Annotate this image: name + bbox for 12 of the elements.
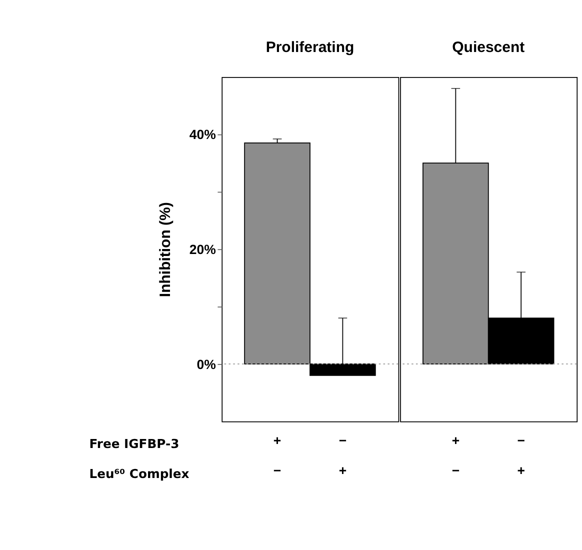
chart-title: Quiescent <box>452 39 525 56</box>
x-tick-label: + − <box>452 432 460 478</box>
chart-title: Proliferating <box>266 39 354 56</box>
y-tick-label: 40% <box>189 127 216 142</box>
x-tick-label: − + <box>517 432 526 478</box>
x-tick-label: + − <box>273 432 282 478</box>
y-tick-label: 20% <box>189 242 216 258</box>
text: Free IGFBP-3 <box>89 436 180 451</box>
y-axis-title: Inhibition (%) <box>156 202 174 298</box>
x-tick-label: − + <box>338 432 347 478</box>
y-tick-label: 0% <box>196 356 216 372</box>
text: Leu⁶⁰ Complex <box>89 466 190 481</box>
